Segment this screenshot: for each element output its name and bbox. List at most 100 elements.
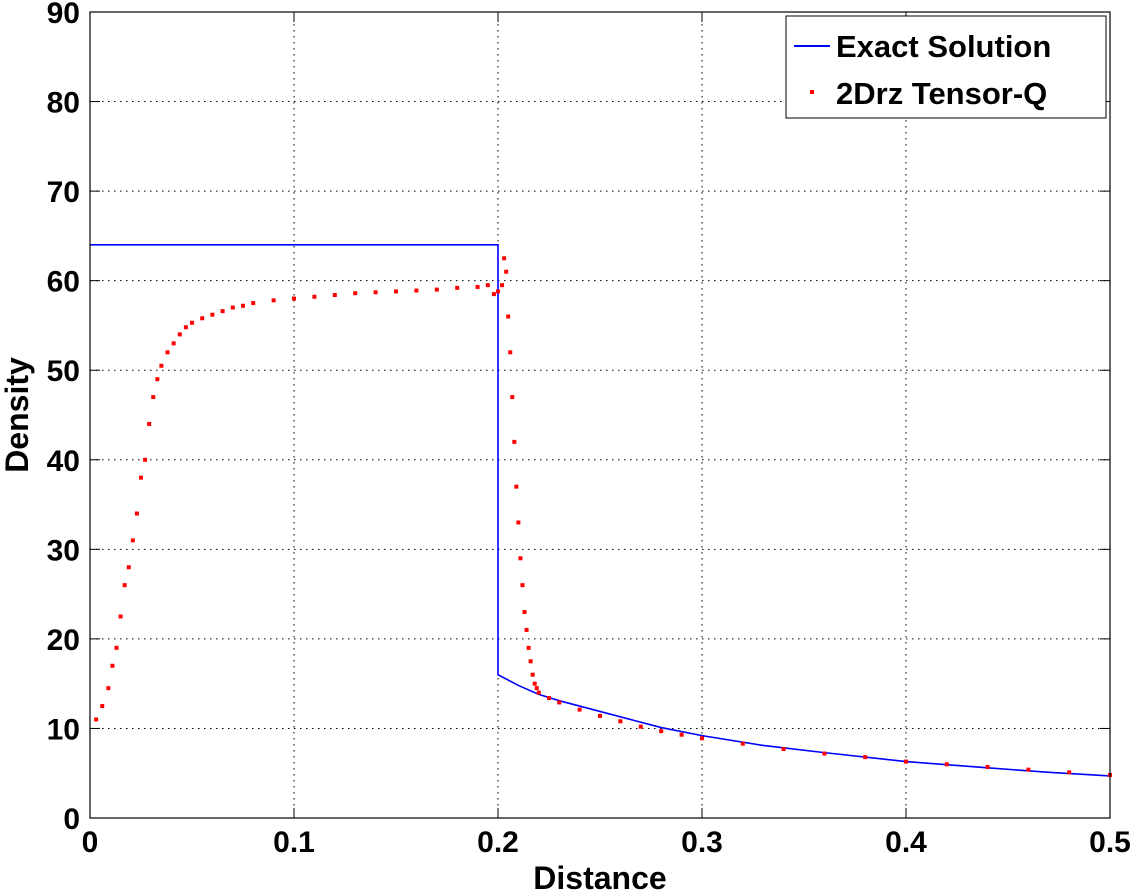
series-tensorq-point <box>659 729 664 734</box>
series-tensorq-point <box>502 256 507 261</box>
x-tick-label: 0.4 <box>885 826 927 859</box>
series-tensorq-point <box>496 289 500 294</box>
series-tensorq-point <box>353 291 358 296</box>
y-tick-label: 80 <box>47 87 80 120</box>
series-tensorq-point <box>598 713 602 718</box>
series-tensorq-point <box>373 290 378 295</box>
plot-area <box>90 12 1110 818</box>
series-tensorq-point <box>985 764 990 769</box>
series-tensorq-point <box>106 686 111 691</box>
series-tensorq-point <box>679 732 684 737</box>
series-tensorq-point <box>190 320 194 325</box>
y-tick-label: 40 <box>47 445 80 478</box>
x-tick-label: 0.3 <box>681 826 723 859</box>
legend-tensorq-dot-sample <box>810 90 814 94</box>
series-tensorq-point <box>524 627 529 632</box>
series-tensorq-point <box>740 741 745 746</box>
x-axis-label: Distance <box>533 860 666 893</box>
series-tensorq-point <box>532 681 537 686</box>
series-tensorq-point <box>522 610 527 615</box>
series-tensorq-point <box>394 289 398 294</box>
series-tensorq-point <box>528 659 533 664</box>
series-tensorq-point <box>241 303 245 308</box>
series-tensorq-point <box>271 298 276 303</box>
series-tensorq-point <box>134 511 139 516</box>
series-tensorq-point <box>781 747 786 752</box>
series-tensorq-point <box>292 296 296 301</box>
series-tensorq-point <box>506 314 511 319</box>
series-tensorq-point <box>618 719 623 724</box>
series-tensorq-point <box>332 292 337 297</box>
series-tensorq-point <box>526 645 531 650</box>
series-tensorq-point <box>822 751 827 756</box>
series-tensorq-point <box>904 759 908 764</box>
grid-layer <box>90 12 1110 818</box>
series-tensorq-point <box>312 294 317 299</box>
series-tensorq-point <box>536 690 541 695</box>
series-tensorq-point <box>547 695 551 700</box>
series-tensorq-point <box>485 283 490 288</box>
series-layer <box>90 244 1112 778</box>
series-tensorq-point <box>557 700 562 705</box>
series-tensorq-point <box>700 736 704 741</box>
y-tick-label: 70 <box>47 176 80 209</box>
series-tensorq-point <box>1067 770 1072 775</box>
legend-box <box>785 15 1107 119</box>
series-tensorq-point <box>122 583 127 588</box>
y-tick-label: 50 <box>47 355 80 388</box>
plot-frame <box>89 11 1111 819</box>
x-tick-label: 0.2 <box>477 826 519 859</box>
series-tensorq-point <box>94 717 99 722</box>
series-tensorq-point <box>518 556 523 561</box>
series-tensorq-point <box>126 565 131 570</box>
y-tick-label: 20 <box>47 624 80 657</box>
y-tick-label: 30 <box>47 534 80 567</box>
series-tensorq-point <box>534 686 539 691</box>
series-tensorq-point <box>434 287 439 292</box>
x-tick-label: 0.1 <box>273 826 315 859</box>
y-tick-label: 60 <box>47 266 80 299</box>
series-tensorq-point <box>110 663 115 668</box>
series-tensorq-point <box>520 583 525 588</box>
y-axis-label: Density <box>0 357 35 473</box>
series-tensorq-point <box>512 439 517 444</box>
series-tensorq-point <box>508 350 513 355</box>
series-tensorq-point <box>491 292 496 297</box>
series-tensorq-point <box>230 305 235 310</box>
series-tensorq-point <box>251 301 256 306</box>
series-tensorq-point <box>165 350 170 355</box>
series-tensorq-point <box>114 645 119 650</box>
series-tensorq-point <box>500 283 505 288</box>
series-tensorq-point <box>147 421 152 426</box>
series-tensorq-point <box>220 309 225 314</box>
series-tensorq-point <box>118 614 123 619</box>
legend-tensorq-label: 2Drz Tensor-Q <box>836 76 1047 111</box>
series-tensorq-point <box>151 395 156 400</box>
legend: Exact Solution 2Drz Tensor-Q <box>785 15 1107 119</box>
series-tensorq-point <box>530 672 535 677</box>
series-tensorq-point <box>516 520 521 525</box>
series-tensorq-point <box>143 457 148 462</box>
legend-exact-solution-label: Exact Solution <box>836 29 1051 64</box>
series-tensorq-point <box>171 341 176 346</box>
series-tensorq-point <box>1026 767 1031 772</box>
tick-layer: 0 0.1 0.2 0.3 0.4 0.5 0 10 20 30 40 50 60 70 80 90 <box>47 0 1131 859</box>
series-tensorq-point <box>155 377 160 382</box>
series-tensorq-point <box>177 332 182 337</box>
series-tensorq-point <box>863 755 868 760</box>
x-tick-label: 0.5 <box>1089 826 1131 859</box>
y-tick-label: 10 <box>47 713 80 746</box>
series-tensorq-point <box>139 475 143 480</box>
series-tensorq-point <box>200 316 205 321</box>
series-tensorq-point <box>504 269 509 274</box>
series-tensorq-point <box>638 724 643 729</box>
series-tensorq-point <box>183 325 188 330</box>
y-tick-label: 0 <box>63 803 80 836</box>
series-tensorq-point <box>130 538 135 543</box>
series-tensorq-point <box>475 284 480 289</box>
series-tensorq-point <box>414 288 419 293</box>
series-tensorq-point <box>100 704 105 709</box>
series-tensorq-point <box>210 312 215 317</box>
